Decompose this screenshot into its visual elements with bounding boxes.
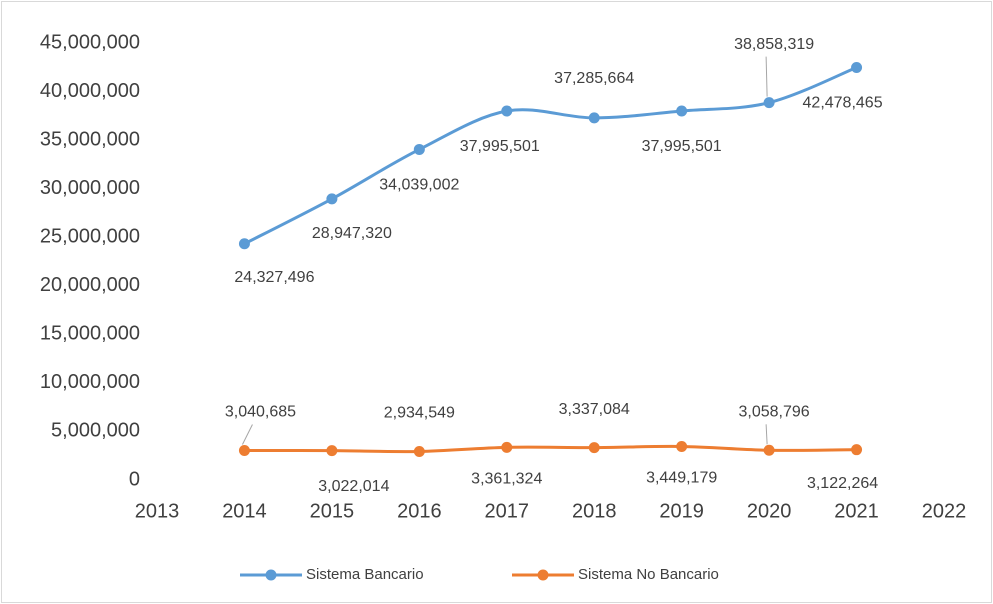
data-label: 3,040,685 — [225, 404, 296, 421]
marker — [501, 105, 513, 117]
data-label: 3,122,264 — [807, 475, 878, 492]
leader-line — [765, 56, 768, 97]
marker — [676, 105, 688, 117]
marker — [238, 444, 250, 456]
legend-label: Sistema No Bancario — [578, 566, 719, 583]
series-line — [243, 66, 858, 246]
x-tick-label: 2013 — [135, 500, 180, 522]
marker — [676, 441, 688, 453]
data-label: 3,337,084 — [559, 401, 630, 418]
marker — [501, 441, 513, 453]
data-label: 37,995,501 — [642, 138, 722, 155]
x-tick-label: 2018 — [572, 500, 617, 522]
y-tick-label: 25,000,000 — [40, 226, 140, 248]
data-label: 3,058,796 — [739, 404, 810, 421]
data-label: 38,858,319 — [734, 36, 814, 53]
marker — [763, 444, 775, 456]
y-tick-label: 35,000,000 — [40, 128, 140, 150]
data-label: 2,934,549 — [384, 405, 455, 422]
x-tick-label: 2019 — [659, 500, 704, 522]
data-label: 28,947,320 — [312, 225, 392, 242]
x-tick-label: 2014 — [222, 500, 267, 522]
data-label: 37,285,664 — [554, 70, 634, 87]
marker — [326, 445, 338, 457]
x-tick-label: 2015 — [310, 500, 355, 522]
y-tick-label: 20,000,000 — [40, 274, 140, 296]
marker — [588, 112, 600, 124]
series-line — [244, 444, 857, 454]
marker — [413, 143, 425, 155]
x-tick-label: 2020 — [747, 500, 792, 522]
leader-line — [765, 424, 768, 445]
data-label: 34,039,002 — [379, 177, 459, 194]
marker — [413, 446, 425, 458]
data-label: 3,361,324 — [471, 471, 542, 488]
marker — [238, 238, 250, 250]
y-tick-label: 5,000,000 — [51, 420, 140, 442]
legend-label: Sistema Bancario — [306, 566, 424, 583]
y-tick-label: 30,000,000 — [40, 177, 140, 199]
x-tick-label: 2022 — [922, 500, 967, 522]
marker — [851, 61, 863, 73]
marker — [763, 97, 775, 109]
data-label: 3,022,014 — [318, 478, 389, 495]
legend-marker — [537, 569, 549, 581]
y-tick-label: 10,000,000 — [40, 371, 140, 393]
legend-marker — [265, 569, 277, 581]
y-tick-label: 0 — [129, 468, 140, 490]
y-tick-label: 45,000,000 — [40, 31, 140, 53]
marker — [326, 193, 338, 205]
x-tick-label: 2021 — [834, 500, 879, 522]
data-label: 37,995,501 — [460, 138, 540, 155]
x-tick-label: 2016 — [397, 500, 442, 522]
y-tick-label: 15,000,000 — [40, 323, 140, 345]
leader-line — [241, 424, 253, 445]
data-label: 42,478,465 — [803, 95, 883, 112]
marker — [851, 444, 863, 456]
y-tick-label: 40,000,000 — [40, 80, 140, 102]
x-tick-label: 2017 — [485, 500, 530, 522]
data-label: 3,449,179 — [646, 470, 717, 487]
data-label: 24,327,496 — [234, 269, 314, 286]
marker — [588, 442, 600, 454]
